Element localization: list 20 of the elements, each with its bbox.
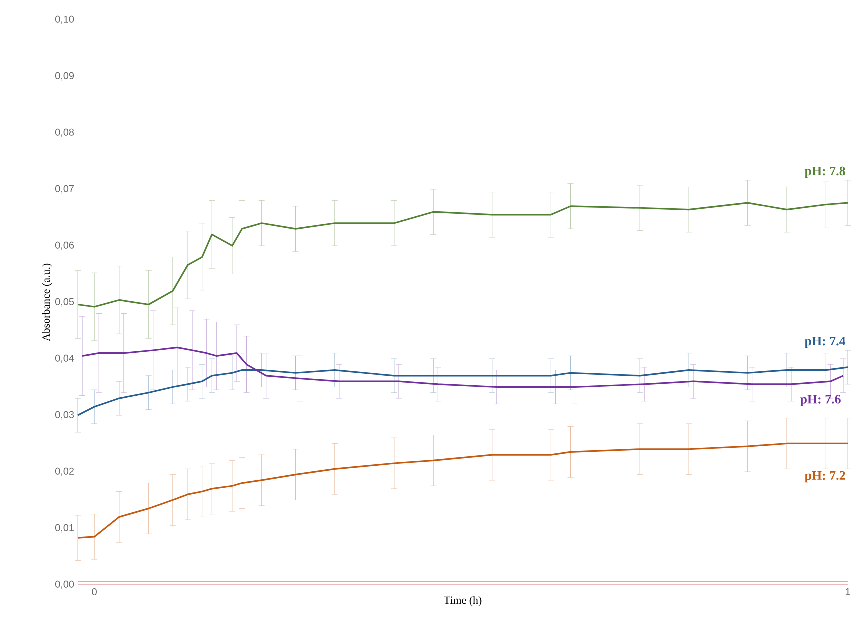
- y-axis-title: Absorbance (a.u.): [42, 264, 52, 342]
- y-tick-label: 0,08: [55, 128, 74, 138]
- series-label: pH: 7.6: [800, 395, 841, 406]
- y-tick-label: 0,10: [55, 16, 74, 24]
- y-tick-label: 0,05: [55, 298, 74, 307]
- y-tick-label: 0,03: [55, 411, 74, 420]
- y-tick-label: 0,04: [55, 354, 74, 364]
- x-tick-label: 0: [92, 588, 97, 596]
- y-tick-label: 0,02: [55, 468, 74, 476]
- line-series: [77, 202, 849, 308]
- series-label: pH: 7.8: [804, 166, 846, 178]
- y-tick-label: 0,00: [55, 580, 74, 590]
- series-label: pH: 7.4: [804, 337, 846, 348]
- x-axis-title: Time (h): [444, 596, 482, 606]
- text: pH: 7.2: [804, 471, 846, 483]
- y-tick-label: 0,01: [55, 524, 74, 533]
- y-tick-label: 0,06: [55, 242, 74, 250]
- y-tick-label: 0,09: [55, 72, 74, 81]
- x-tick-label: 1: [846, 588, 850, 596]
- y-tick-label: 0,07: [55, 185, 74, 194]
